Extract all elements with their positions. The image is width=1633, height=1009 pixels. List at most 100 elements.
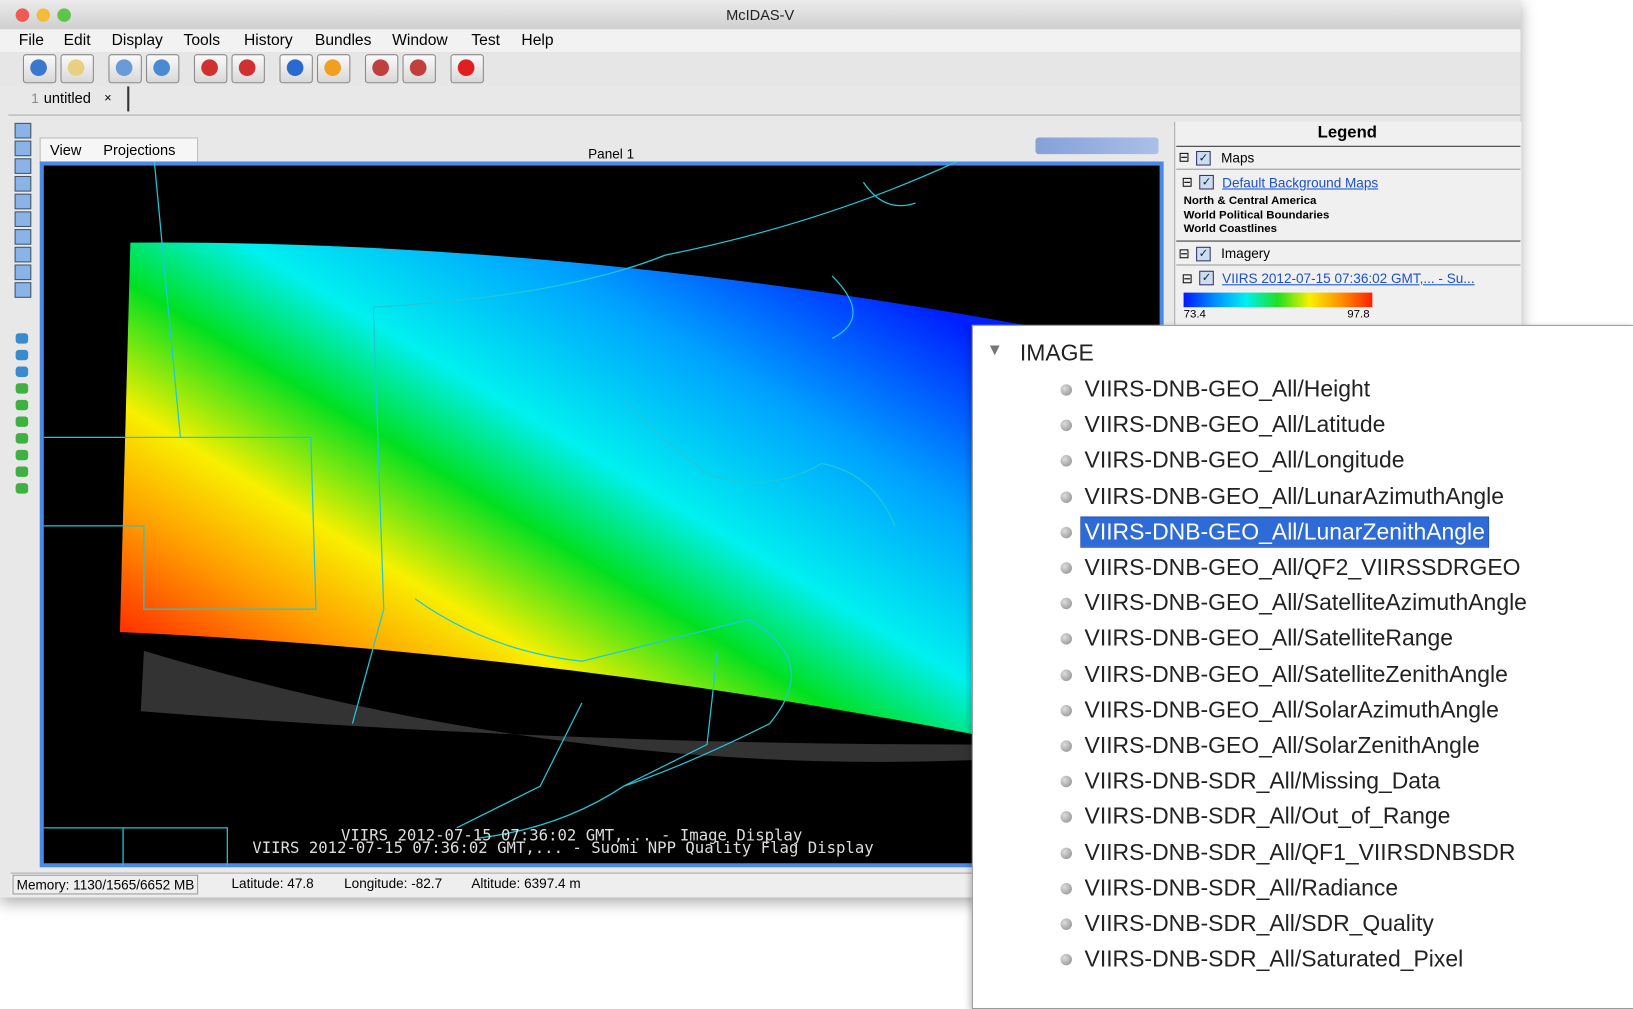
- nav-icon[interactable]: [15, 433, 29, 444]
- menu-item[interactable]: File: [18, 31, 44, 49]
- nav-icon[interactable]: [15, 366, 29, 377]
- memory-status: Memory: 1130/1565/6652 MB: [12, 874, 199, 895]
- toolbar-icon: [153, 59, 170, 77]
- toolbar-icon: [409, 59, 427, 77]
- tool-icon[interactable]: [14, 229, 32, 245]
- separator: [1176, 168, 1521, 170]
- tree-item[interactable]: VIIRS-DNB-GEO_All/LunarZenithAngle: [1080, 516, 1490, 548]
- toolbar-button[interactable]: [22, 54, 57, 84]
- nav-icon[interactable]: [15, 399, 29, 411]
- tree-item[interactable]: VIIRS-DNB-SDR_All/Missing_Data: [1084, 767, 1441, 794]
- tree-item[interactable]: VIIRS-DNB-GEO_All/LunarAzimuthAngle: [1084, 482, 1504, 509]
- projections-menu[interactable]: Projections: [103, 141, 176, 159]
- tool-icon[interactable]: [14, 246, 32, 263]
- tree-item[interactable]: VIIRS-DNB-GEO_All/SolarZenithAngle: [1084, 732, 1480, 759]
- tree-bullet: [1060, 669, 1072, 681]
- status-bar: [10, 872, 976, 897]
- tab[interactable]: [19, 86, 130, 112]
- toolbar-icon: [372, 59, 389, 77]
- nav-icon[interactable]: [15, 349, 29, 361]
- tree-item[interactable]: VIIRS-DNB-GEO_All/SatelliteZenithAngle: [1084, 660, 1508, 687]
- checkbox[interactable]: ✓: [1199, 270, 1214, 286]
- checkbox[interactable]: ✓: [1199, 174, 1214, 190]
- latitude: Latitude: 47.8: [231, 875, 314, 892]
- minimize-button[interactable]: [36, 8, 51, 22]
- tool-icon[interactable]: [14, 193, 32, 210]
- tool-icon[interactable]: [14, 122, 32, 139]
- close-button[interactable]: [15, 8, 30, 22]
- colorbar-max: 97.8: [1347, 308, 1370, 321]
- collapse[interactable]: ⊟: [1178, 148, 1190, 165]
- tree-bullet: [1060, 811, 1072, 824]
- expand-toggle[interactable]: ▼: [986, 341, 1004, 360]
- tree-item[interactable]: VIIRS-DNB-SDR_All/Radiance: [1084, 874, 1399, 901]
- toolbar-button[interactable]: [231, 54, 265, 84]
- tool-icon[interactable]: [14, 211, 32, 228]
- view-menu[interactable]: View: [50, 141, 82, 159]
- collapse[interactable]: ⊟: [1181, 173, 1193, 190]
- legend-group: Imagery: [1221, 245, 1271, 262]
- separator: [1176, 240, 1521, 242]
- nav-icon[interactable]: [15, 483, 29, 494]
- menu-item[interactable]: Bundles: [314, 31, 372, 49]
- tool-icon[interactable]: [14, 158, 32, 174]
- tree-item[interactable]: VIIRS-DNB-GEO_All/QF2_VIIRSSDRGEO: [1084, 553, 1521, 581]
- menu-item[interactable]: Test: [471, 31, 501, 49]
- toolbar-icon: [286, 59, 304, 77]
- tree-item[interactable]: VIIRS-DNB-GEO_All/Latitude: [1084, 411, 1386, 438]
- tree-bullet: [1060, 597, 1072, 610]
- tree-item[interactable]: VIIRS-DNB-SDR_All/SDR_Quality: [1084, 910, 1434, 937]
- tool-icon[interactable]: [14, 282, 32, 298]
- legend-layer[interactable]: VIIRS 2012-07-15 07:36:02 GMT,... - Su..…: [1222, 270, 1475, 287]
- nav-icon[interactable]: [15, 333, 29, 344]
- tree-bullet: [1060, 704, 1072, 717]
- tree-bullet: [1060, 740, 1072, 752]
- toolbar-button[interactable]: [60, 54, 94, 84]
- tree-bullet: [1060, 775, 1072, 788]
- tree-root[interactable]: IMAGE: [1019, 339, 1094, 366]
- nav-icon[interactable]: [15, 466, 29, 477]
- menu-item[interactable]: Display: [111, 31, 163, 49]
- nav-icon[interactable]: [15, 449, 29, 461]
- menu-item[interactable]: Help: [521, 31, 554, 49]
- nav-icon[interactable]: [15, 383, 29, 394]
- menu-item[interactable]: History: [244, 31, 293, 49]
- tree-bullet: [1060, 882, 1072, 895]
- tab-number: 1: [31, 90, 39, 107]
- tree-item[interactable]: VIIRS-DNB-GEO_All/Longitude: [1084, 447, 1405, 474]
- toolbar-button[interactable]: [402, 54, 436, 84]
- nav-icon[interactable]: [15, 416, 29, 427]
- tool-icon[interactable]: [14, 140, 32, 157]
- menu-item[interactable]: Window: [392, 31, 448, 49]
- tree-item[interactable]: VIIRS-DNB-GEO_All/SatelliteAzimuthAngle: [1084, 589, 1527, 616]
- display-label: VIIRS 2012-07-15 07:36:02 GMT,... - Suom…: [252, 838, 873, 857]
- toolbar-icon: [238, 59, 256, 77]
- tree-item[interactable]: VIIRS-DNB-GEO_All/Height: [1084, 375, 1371, 402]
- tree-bullet: [1060, 419, 1072, 432]
- menu-item[interactable]: Edit: [63, 31, 91, 49]
- colorbar-min: 73.4: [1183, 308, 1206, 321]
- tree-item[interactable]: VIIRS-DNB-SDR_All/QF1_VIIRSDNBSDR: [1084, 838, 1516, 865]
- tree-item[interactable]: VIIRS-DNB-GEO_All/SolarAzimuthAngle: [1084, 696, 1499, 723]
- animation-controls[interactable]: [1035, 137, 1159, 155]
- legend-group: Maps: [1221, 149, 1255, 166]
- menu-item[interactable]: Tools: [183, 31, 221, 49]
- checkbox[interactable]: ✓: [1196, 150, 1211, 166]
- legend: [1174, 121, 1522, 325]
- legend-layer[interactable]: Default Background Maps: [1222, 174, 1379, 191]
- legend-title: Legend: [1317, 123, 1377, 142]
- zoom-button[interactable]: [57, 8, 71, 22]
- tab-label[interactable]: untitled: [43, 89, 91, 107]
- collapse[interactable]: ⊟: [1181, 270, 1193, 287]
- tab-close[interactable]: ×: [104, 90, 112, 106]
- tool-icon[interactable]: [14, 264, 32, 281]
- tree-item[interactable]: VIIRS-DNB-SDR_All/Saturated_Pixel: [1084, 945, 1464, 972]
- checkbox[interactable]: ✓: [1196, 246, 1211, 262]
- tree-item[interactable]: VIIRS-DNB-GEO_All/SatelliteRange: [1084, 625, 1453, 652]
- collapse[interactable]: ⊟: [1178, 245, 1190, 262]
- map-lines: [43, 161, 958, 866]
- toolbar-icon: [115, 59, 133, 77]
- tree-item[interactable]: VIIRS-DNB-SDR_All/Out_of_Range: [1084, 803, 1451, 830]
- tool-icon[interactable]: [14, 175, 32, 192]
